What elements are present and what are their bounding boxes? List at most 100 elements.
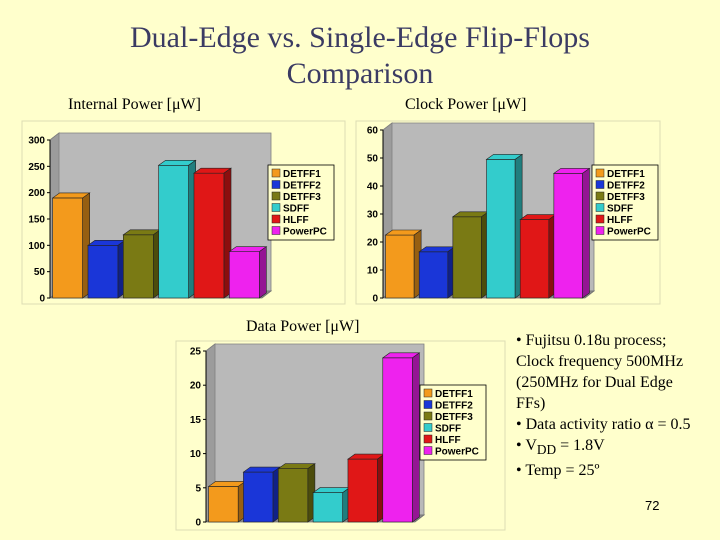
bullet-vdd-value: = 1.8V [556,437,605,454]
legend-label-sdff: SDFF [283,204,309,215]
legend-swatch-detff3 [423,411,433,421]
legend-label-detff1: DETFF1 [607,169,645,180]
bar-front [193,172,225,299]
legend-swatch-detff1 [271,168,281,178]
bar-front [553,173,583,299]
y-tick-label: 20 [367,238,379,249]
bar-sdff [157,159,197,299]
legend-swatch-powerpc [595,226,605,235]
y-tick-label: 250 [28,162,45,173]
bar-detff1 [384,229,423,299]
legend-label-detff3: DETFF3 [283,192,321,203]
legend-label-powerpc: PowerPC [283,227,327,238]
bar-hlff [347,453,386,523]
bar-front [243,471,274,523]
legend-swatch-hlff [595,214,605,224]
bar-front [158,164,189,299]
y-tick-label: 30 [367,210,379,221]
chart-title-data-power: Data Power [μW] [246,318,360,335]
legend-label-detff3: DETFF3 [607,192,645,203]
y-tick-label: 15 [190,415,202,426]
chart-title-internal-power: Internal Power [μW] [68,96,201,113]
legend-label-sdff: SDFF [607,204,633,215]
legend-label-hlff: HLFF [435,435,461,446]
y-tick-label: 5 [195,483,201,494]
bar-front [277,468,309,523]
bar-front [208,486,239,523]
y-tick-label: 25 [190,347,202,358]
legend-label-detff1: DETFF1 [435,389,473,400]
bar-detff3 [277,463,316,523]
y-tick-label: 200 [28,188,45,199]
legend-label-detff2: DETFF2 [607,181,645,192]
bar-detff2 [418,246,456,299]
y-tick-label: 150 [28,215,45,226]
legend-swatch-detff1 [595,168,605,178]
y-tick-label: 10 [367,266,379,277]
bullet-list: • Fujitsu 0.18u process; Clock frequency… [516,330,706,481]
page-number: 72 [645,498,660,513]
legend-label-sdff: SDFF [435,424,461,435]
y-tick-label: 60 [367,126,379,137]
bar-powerpc [552,167,591,299]
legend-swatch-detff3 [271,191,281,201]
bar-side [412,352,420,523]
y-tick-label: 40 [367,182,379,193]
bar-front [123,234,154,299]
legend-label-detff1: DETFF1 [283,169,321,180]
y-tick-label: 20 [190,381,202,392]
bar-front [382,357,413,523]
bullet-temp: • Temp = 25º [516,462,600,480]
legend-label-detff2: DETFF2 [283,181,321,192]
y-tick-label: 10 [190,449,202,460]
legend-swatch-powerpc [271,226,281,235]
legend-swatch-detff2 [423,400,433,409]
legend-swatch-sdff [423,423,433,432]
bullet-vdd-subscript: DD [536,442,557,458]
bar-powerpc [228,246,268,299]
bar-detff1 [207,480,247,523]
bar-front [347,458,378,523]
legend-swatch-detff2 [271,180,281,189]
bullet-process: • Fujitsu 0.18u process; Clock frequency… [516,332,684,412]
slide-title: Dual-Edge vs. Single-Edge Flip-Flops Com… [130,21,590,90]
bullet-vdd: • VDD = 1.8V [516,435,706,460]
legend-swatch-detff3 [595,191,605,201]
bar-hlff [193,167,232,299]
legend-label-powerpc: PowerPC [607,227,651,238]
y-tick-label: 50 [367,154,379,165]
legend-swatch-sdff [595,203,605,212]
y-tick-label: 100 [28,241,45,252]
legend-label-hlff: HLFF [607,215,633,226]
bar-front [486,159,516,299]
bar-front [312,492,344,523]
bar-detff3 [451,211,490,299]
bar-side [582,167,590,299]
legend-swatch-detff1 [423,388,433,398]
legend-swatch-sdff [271,203,281,212]
bullet-vdd-prefix: • V [516,437,537,454]
bar-sdff [312,487,351,523]
bar-side [259,246,267,299]
y-tick-label: 0 [39,294,45,305]
y-tick-label: 300 [28,136,45,147]
bar-front [452,216,482,299]
legend-label-detff2: DETFF2 [435,401,473,412]
y-tick-label: 0 [372,294,378,305]
bar-front [418,251,449,299]
legend-label-hlff: HLFF [283,215,309,226]
legend-swatch-detff2 [595,180,605,189]
bullet-activity-ratio: • Data activity ratio α = 0.5 [516,416,691,433]
legend-swatch-hlff [423,434,433,444]
legend-label-powerpc: PowerPC [435,447,479,458]
bar-front [52,197,83,299]
legend-swatch-hlff [271,214,281,224]
bar-detff1 [51,192,91,299]
y-tick-label: 50 [34,267,46,278]
legend-label-detff3: DETFF3 [435,412,473,423]
legend-swatch-powerpc [423,446,433,455]
chart-title-clock-power: Clock Power [μW] [405,96,527,113]
